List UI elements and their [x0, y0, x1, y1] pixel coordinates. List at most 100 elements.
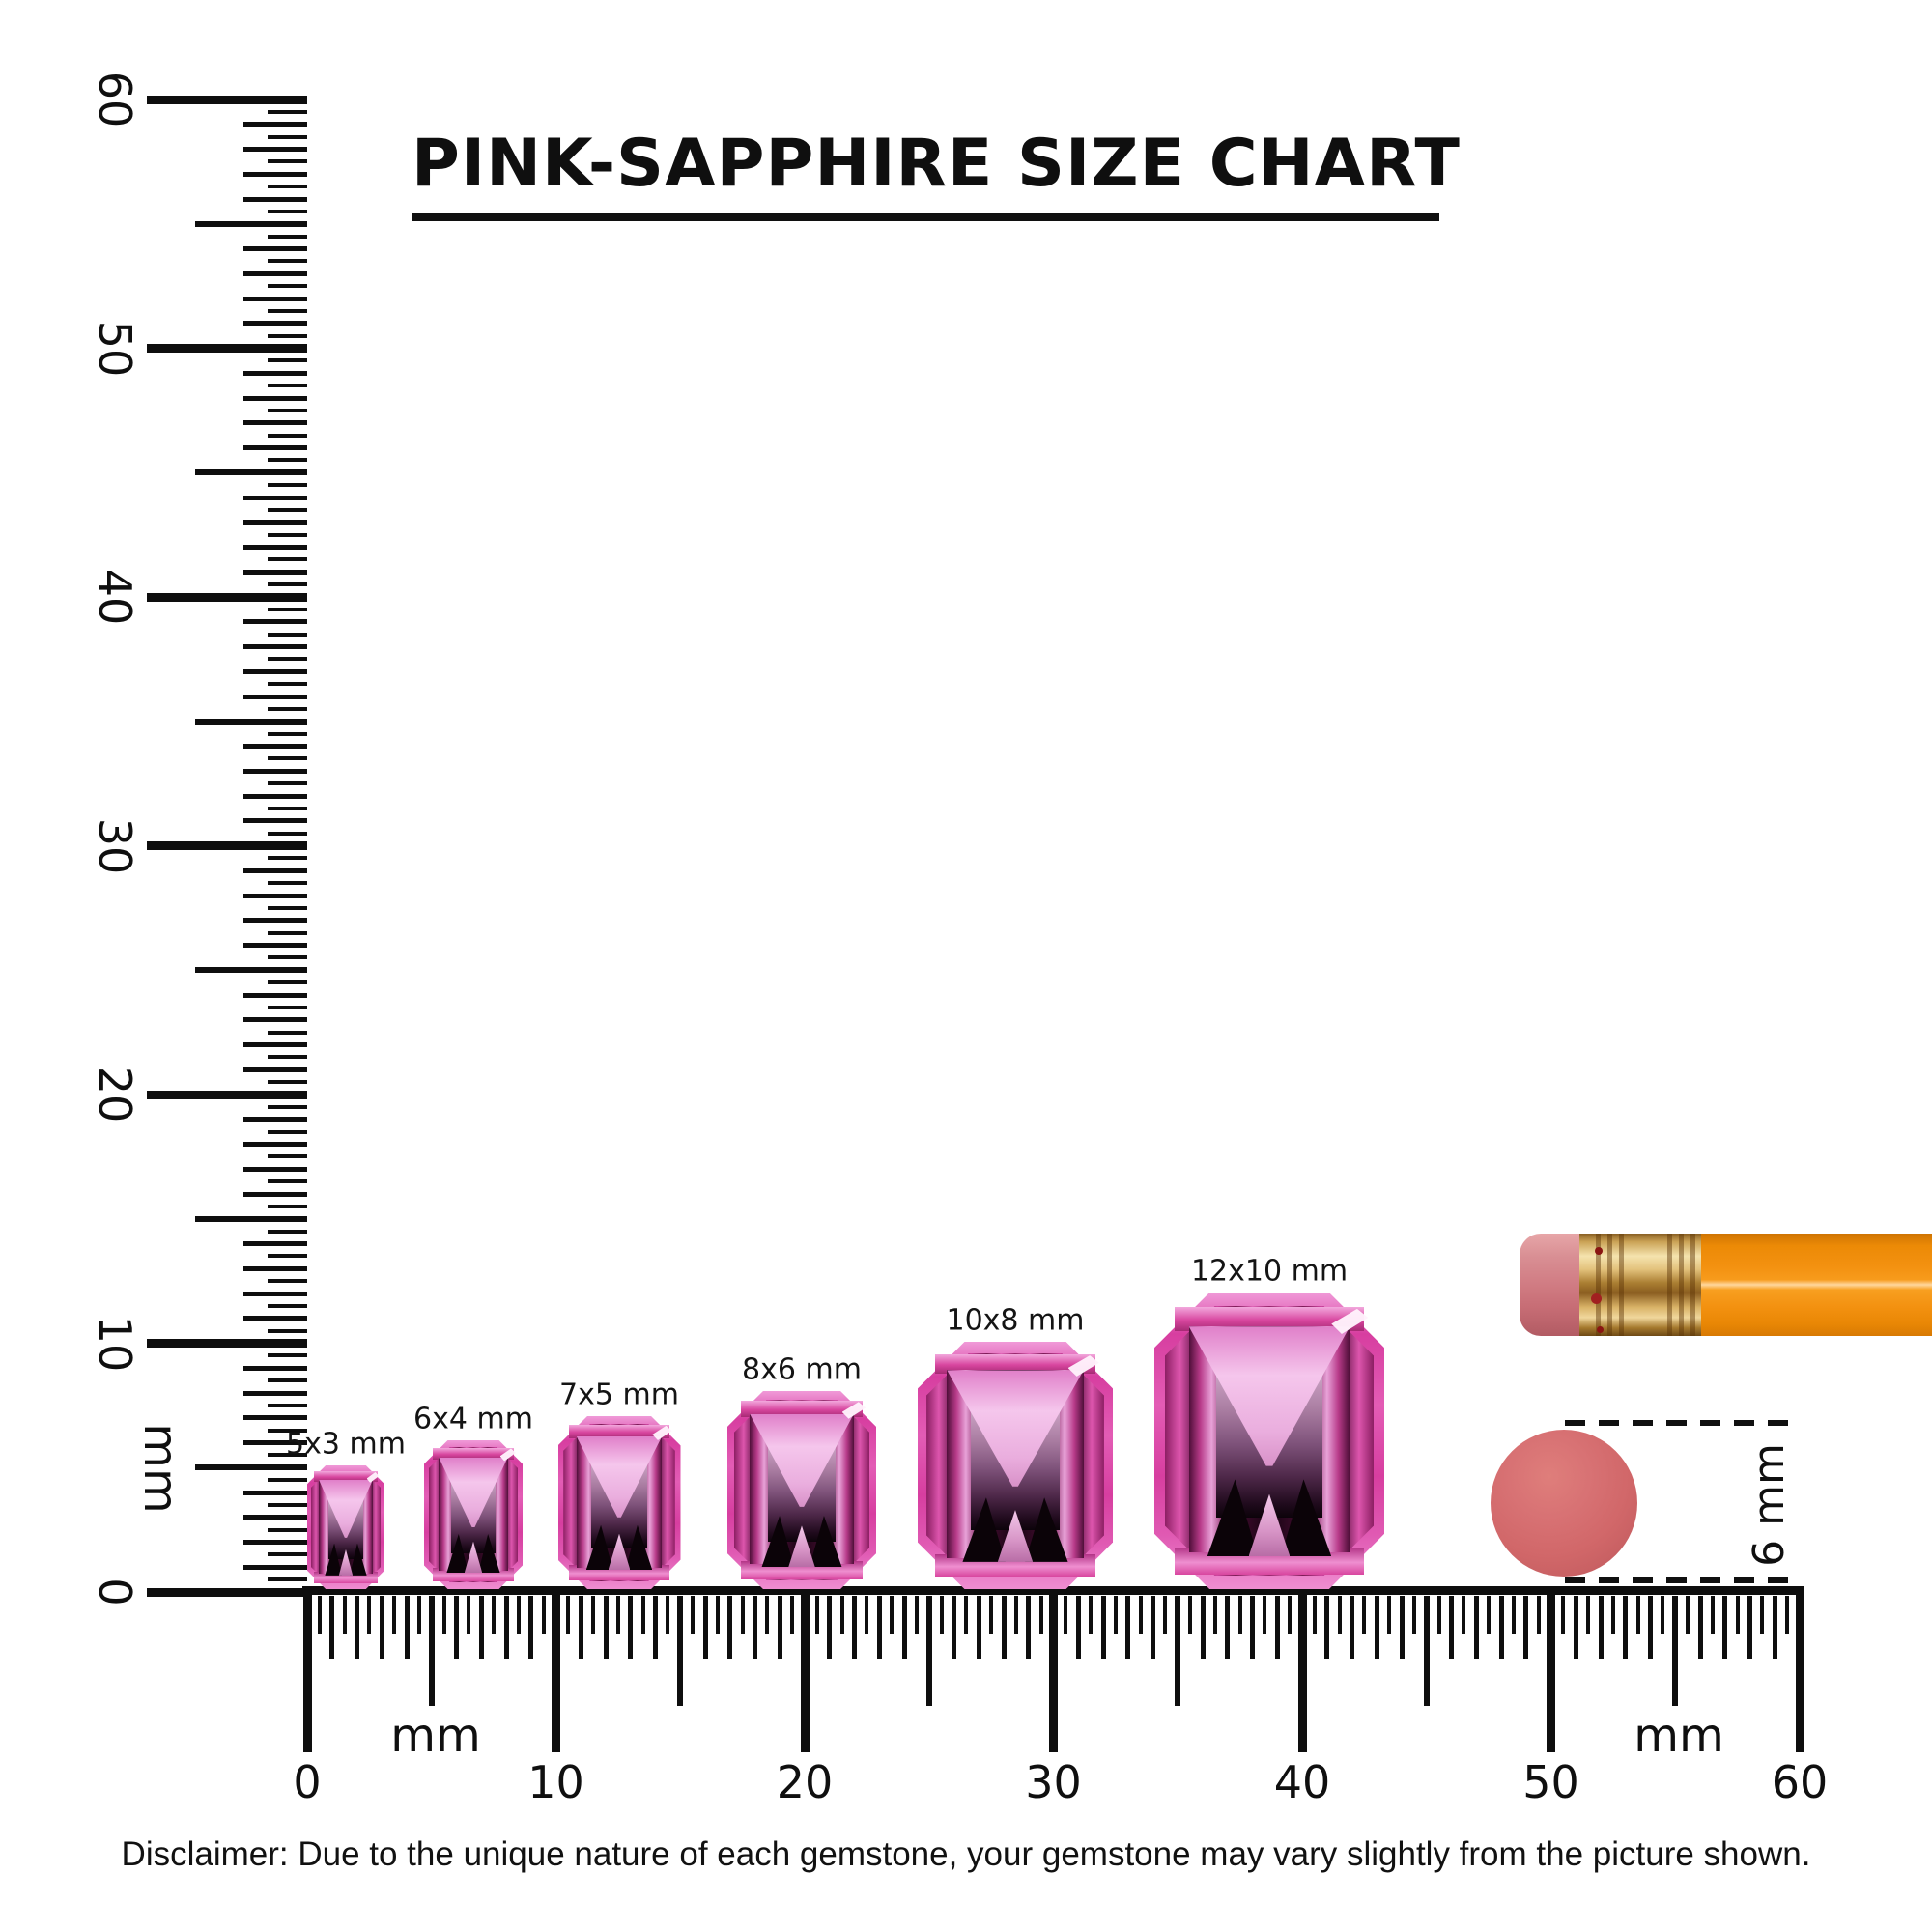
- ruler-tick: [1523, 1596, 1529, 1659]
- ruler-tick: [1188, 1596, 1193, 1634]
- ruler-tick: [1795, 1591, 1804, 1752]
- vertical-ruler-unit-label: mm: [133, 1423, 187, 1514]
- ruler-tick: [1785, 1596, 1790, 1634]
- ruler-tick: [268, 1527, 307, 1532]
- ruler-tick: [243, 1415, 307, 1421]
- ruler-tick: [243, 1490, 307, 1495]
- gem-size-label: 12x10 mm: [1190, 1254, 1349, 1289]
- ruler-tick: [441, 1596, 446, 1634]
- ruler-tick: [1747, 1596, 1752, 1659]
- ferrule-crimp-band: [1661, 1234, 1695, 1336]
- ruler-tick: [268, 706, 307, 711]
- ruler-tick: [243, 694, 307, 699]
- ruler-tick: [1487, 1596, 1492, 1634]
- ruler-tick: [243, 147, 307, 152]
- ruler-tick: [268, 856, 307, 861]
- ruler-tick: [243, 918, 307, 923]
- ruler-tick: [268, 930, 307, 935]
- ruler-tick: [147, 592, 307, 602]
- ruler-number: 30: [1025, 1756, 1082, 1808]
- ruler-number: 10: [89, 1315, 141, 1372]
- ruler-tick: [268, 881, 307, 886]
- ruler-tick: [925, 1596, 932, 1706]
- ruler-tick: [243, 1017, 307, 1023]
- pencil-body: [1701, 1234, 1932, 1336]
- ruler-tick: [964, 1596, 969, 1634]
- ruler-number: 40: [89, 568, 141, 626]
- ruler-tick: [243, 1066, 307, 1072]
- ruler-tick: [243, 370, 307, 376]
- ruler-tick: [1312, 1596, 1317, 1634]
- ruler-tick: [653, 1596, 658, 1659]
- ruler-tick: [1423, 1596, 1430, 1706]
- ruler-tick: [268, 1279, 307, 1284]
- ruler-tick: [243, 1440, 307, 1445]
- ruler-tick: [478, 1596, 484, 1659]
- ruler-tick: [1374, 1596, 1379, 1659]
- ruler-tick: [268, 284, 307, 289]
- ruler-tick: [243, 1265, 307, 1271]
- ruler-tick: [195, 469, 307, 476]
- ruler-tick: [147, 1587, 307, 1597]
- ruler-tick: [147, 1339, 307, 1348]
- ruler-tick: [1337, 1596, 1342, 1634]
- gem-size-label: 8x6 mm: [742, 1352, 862, 1387]
- pencil-eraser-tip: [1520, 1234, 1581, 1336]
- ruler-tick: [727, 1596, 733, 1659]
- ruler-tick: [777, 1596, 782, 1659]
- ruler-tick: [243, 744, 307, 749]
- ruler-tick: [952, 1596, 956, 1659]
- ruler-tick: [1648, 1596, 1653, 1659]
- ruler-tick: [268, 731, 307, 736]
- ruler-tick: [268, 1378, 307, 1383]
- ruler-tick: [1274, 1596, 1280, 1659]
- ruler-tick: [243, 1042, 307, 1047]
- ruler-tick: [268, 1478, 307, 1483]
- gem-facet-topband: [433, 1447, 514, 1460]
- ferrule-rivet: [1597, 1326, 1604, 1333]
- ruler-tick: [243, 668, 307, 674]
- ruler-tick: [268, 433, 307, 438]
- ruler-tick: [566, 1596, 571, 1634]
- title-underline: [412, 213, 1439, 221]
- eraser-circle-image: [1491, 1430, 1637, 1577]
- ruler-tick: [243, 893, 307, 898]
- ruler-tick: [1686, 1596, 1690, 1634]
- ruler-tick: [268, 159, 307, 164]
- ruler-tick: [268, 781, 307, 786]
- ruler-tick: [195, 718, 307, 724]
- ruler-tick: [268, 1403, 307, 1407]
- ruler-tick: [939, 1596, 944, 1634]
- ruler-tick: [1449, 1596, 1454, 1659]
- ruler-tick: [268, 955, 307, 960]
- ruler-tick: [342, 1596, 347, 1634]
- gem-size-label: 7x5 mm: [559, 1378, 679, 1412]
- ruler-tick: [628, 1596, 634, 1659]
- ruler-tick: [1100, 1596, 1106, 1659]
- ruler-tick: [541, 1596, 546, 1634]
- ruler-tick: [800, 1591, 810, 1752]
- ruler-tick: [268, 185, 307, 189]
- ruler-tick: [195, 1215, 307, 1222]
- ruler-tick: [268, 582, 307, 587]
- ruler-tick: [1138, 1596, 1143, 1634]
- ruler-tick: [1113, 1596, 1118, 1634]
- ruler-tick: [243, 569, 307, 575]
- ruler-tick: [243, 270, 307, 276]
- ruler-tick: [147, 1090, 307, 1099]
- ruler-tick: [1237, 1596, 1242, 1634]
- ruler-tick: [528, 1596, 534, 1659]
- ruler-tick: [243, 545, 307, 550]
- ruler-tick: [268, 980, 307, 985]
- ruler-tick: [268, 209, 307, 213]
- ruler-tick: [1547, 1591, 1555, 1752]
- ruler-tick: [677, 1596, 684, 1706]
- ruler-tick: [268, 532, 307, 537]
- pencil-image: [1520, 1234, 1932, 1336]
- ruler-tick: [1411, 1596, 1416, 1634]
- ruler-tick: [243, 619, 307, 625]
- ruler-tick: [268, 806, 307, 810]
- ruler-tick: [268, 1104, 307, 1109]
- ruler-tick: [243, 246, 307, 251]
